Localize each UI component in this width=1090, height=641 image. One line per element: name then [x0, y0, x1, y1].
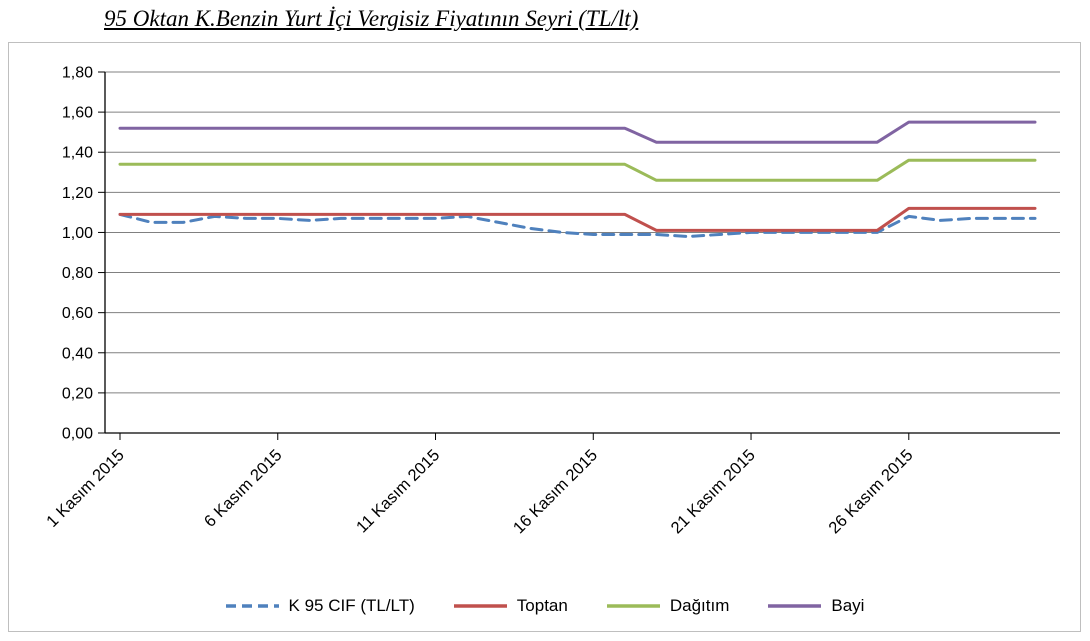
x-axis-tick-label: 16 Kasım 2015: [510, 446, 601, 537]
legend-item-bayi: Bayi: [767, 596, 864, 616]
y-axis-tick-label: 0,20: [62, 385, 93, 402]
chart-frame: 0,00 0,20 0,40 0,60 0,80 1,00 1,20 1,40 1,60 1,80…: [8, 42, 1081, 632]
x-axis-tick-label: 1 Kasım 2015: [43, 446, 128, 531]
x-axis-tick-label: 6 Kasım 2015: [201, 446, 286, 531]
legend-label-k-95-cif-tl-lt: K 95 CIF (TL/LT): [288, 596, 415, 615]
legend-label-toptan: Toptan: [516, 596, 568, 615]
legend-item-da-t-m: Dağıtım: [606, 596, 730, 616]
y-axis-tick-label: 1,40: [62, 145, 93, 162]
legend-label-bayi: Bayi: [831, 596, 865, 615]
legend-label-da-t-m: Dağıtım: [669, 596, 730, 615]
y-axis-tick-label: 0,60: [62, 305, 93, 322]
series-line-k-95-cif-tl-lt: [118, 212, 1037, 238]
chart-legend: K 95 CIF (TL/LT) Toptan Dağıtım Bayi: [9, 593, 1080, 619]
y-axis-tick-label: 1,00: [62, 225, 93, 242]
series-line-bayi: [118, 120, 1037, 144]
line-chart: 0,00 0,20 0,40 0,60 0,80 1,00 1,20 1,40 1,60 1,80…: [43, 65, 1060, 537]
legend-item-toptan: Toptan: [453, 596, 568, 616]
legend-line-sample-k-95-cif-tl-lt: [225, 604, 279, 608]
x-axis-tick-label: 26 Kasım 2015: [825, 446, 916, 537]
legend-line-sample-bayi: [768, 604, 822, 608]
chart-title: 95 Oktan K.Benzin Yurt İçi Vergisiz Fiya…: [104, 6, 639, 31]
x-axis-tick-label: 21 Kasım 2015: [668, 446, 759, 537]
y-axis-tick-label: 0,40: [62, 345, 93, 362]
y-axis-tick-label: 0,00: [62, 426, 93, 443]
legend-item-k-95-cif-tl-lt: K 95 CIF (TL/LT): [225, 596, 415, 616]
y-axis-tick-label: 1,80: [62, 65, 93, 82]
legend-line-sample-da-t-m: [606, 604, 660, 608]
y-axis-tick-label: 1,20: [62, 185, 93, 202]
series-line-da-t-m: [118, 158, 1037, 182]
y-axis-tick-label: 1,60: [62, 105, 93, 122]
y-axis-tick-label: 0,80: [62, 265, 93, 282]
legend-line-sample-toptan: [453, 604, 507, 608]
series-line-toptan: [118, 206, 1037, 232]
x-axis-tick-label: 11 Kasım 2015: [353, 446, 443, 536]
